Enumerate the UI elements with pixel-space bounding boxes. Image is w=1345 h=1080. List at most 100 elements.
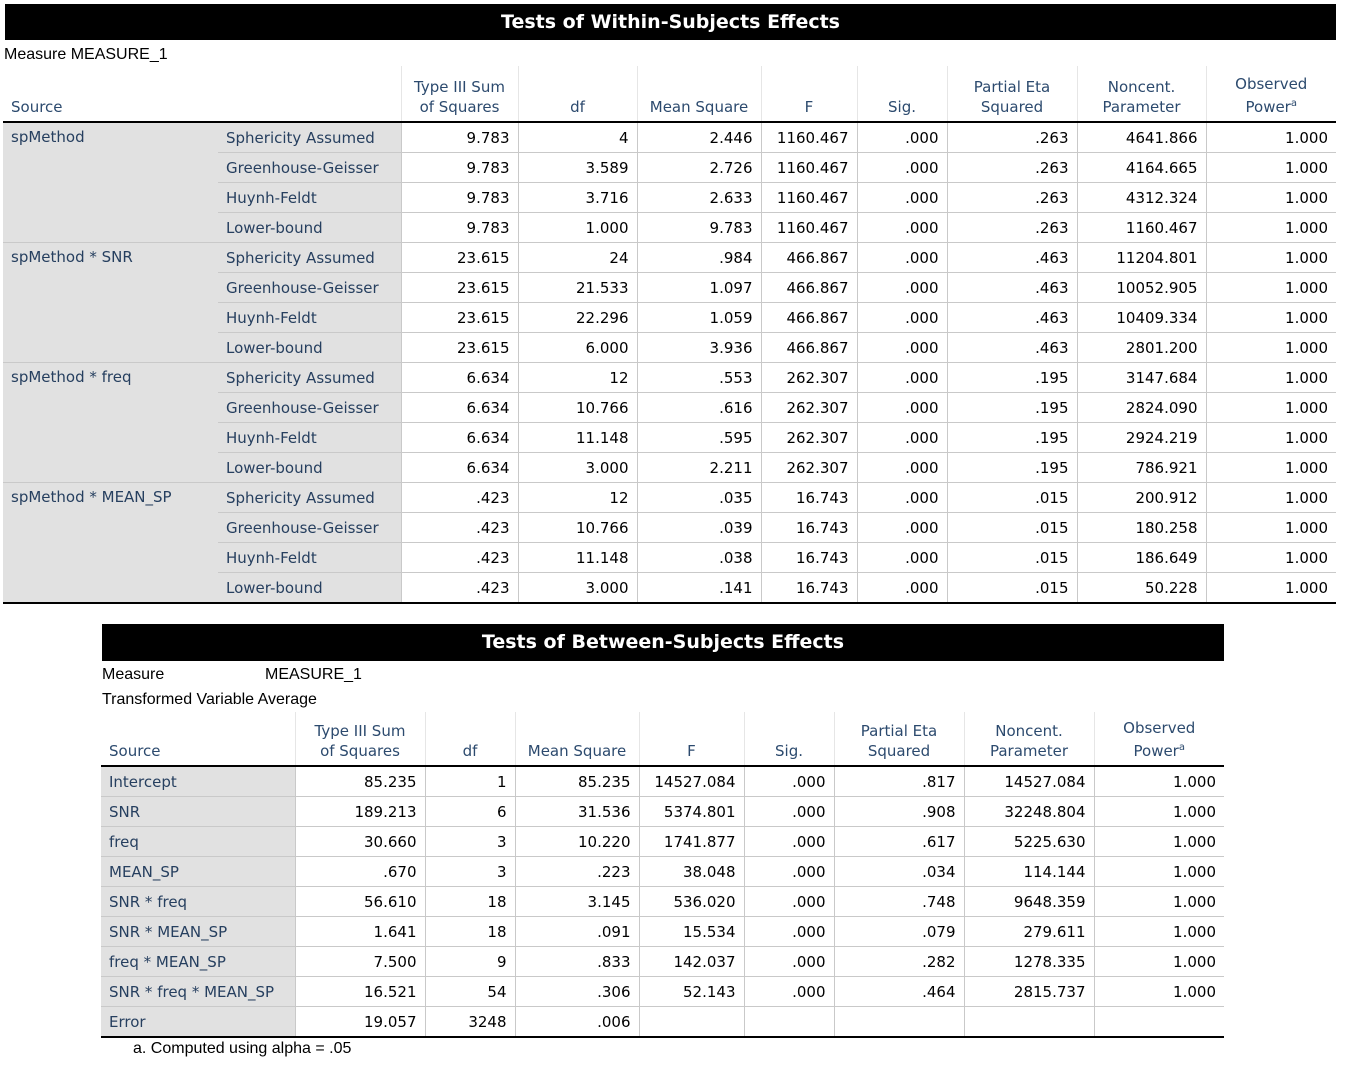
header-f: F xyxy=(638,712,744,767)
power-cell xyxy=(1093,1006,1224,1038)
f-cell: 38.048 xyxy=(638,856,744,887)
eta-cell: .464 xyxy=(833,976,964,1007)
table-row: MEAN_SP .670 3.223 38.048.000.034 114.144 1.0… xyxy=(101,856,1224,887)
ss-cell: .423 xyxy=(400,572,518,604)
correction-cell: Huynh-Feldt xyxy=(218,422,401,453)
source-cell: Error xyxy=(101,1006,295,1038)
sig-cell: .000 xyxy=(856,452,947,483)
df-cell: 1 xyxy=(424,766,515,797)
ms-cell: .306 xyxy=(514,976,639,1007)
power-cell: 1.000 xyxy=(1093,916,1224,947)
ss-cell: .423 xyxy=(400,482,518,513)
between-table-body: Intercept 85.235 1 85.235 14527.084.000.817 1… xyxy=(101,766,1224,1038)
f-cell: 5374.801 xyxy=(638,796,744,827)
f-cell: 1160.467 xyxy=(760,182,857,213)
nc-cell: 10409.334 xyxy=(1076,302,1206,333)
nc-cell: 2824.090 xyxy=(1076,392,1206,423)
nc-cell: 50.228 xyxy=(1076,572,1206,604)
sig-cell: .000 xyxy=(856,242,947,273)
header-type-iii-ss: Type III Sum of Squares xyxy=(400,66,518,123)
ms-cell: 10.220 xyxy=(514,826,639,857)
eta-cell: .263 xyxy=(946,122,1077,153)
nc-cell: 11204.801 xyxy=(1076,242,1206,273)
eta-cell: .748 xyxy=(833,886,964,917)
df-cell: 6.000 xyxy=(517,332,637,363)
power-cell: 1.000 xyxy=(1205,302,1336,333)
eta-cell: .908 xyxy=(833,796,964,827)
transformed-variable-label: Transformed Variable Average xyxy=(102,691,317,708)
source-cell: freq * MEAN_SP xyxy=(101,946,295,977)
nc-cell: 786.921 xyxy=(1076,452,1206,483)
correction-cell: Huynh-Feldt xyxy=(218,542,401,573)
df-cell: 1.000 xyxy=(517,212,637,243)
header-sig: Sig. xyxy=(856,66,947,123)
table-row: SNR * freq * MEAN_SP 16.521 54.306 52.143.0… xyxy=(101,976,1224,1007)
ms-cell: 31.536 xyxy=(514,796,639,827)
header-sig: Sig. xyxy=(743,712,834,767)
eta-cell: .463 xyxy=(946,242,1077,273)
table-row: spMethod * SNR Sphericity Assumed 23.615 24… xyxy=(3,242,1336,363)
table-row: freq * MEAN_SP 7.500 9.833 142.037.000.282 1… xyxy=(101,946,1224,977)
sig-cell: .000 xyxy=(856,332,947,363)
df-cell: 24 xyxy=(517,242,637,273)
eta-cell: .034 xyxy=(833,856,964,887)
sig-cell: .000 xyxy=(856,212,947,243)
df-cell: 3 xyxy=(424,856,515,887)
nc-cell: 1278.335 xyxy=(963,946,1094,977)
f-cell: 16.743 xyxy=(760,482,857,513)
nc-cell: 4164.665 xyxy=(1076,152,1206,183)
table-row: Intercept 85.235 1 85.235 14527.084.000.817 1… xyxy=(101,766,1224,797)
nc-cell: 32248.804 xyxy=(963,796,1094,827)
table-row: freq 30.660 3 10.220 1741.877.000.617 5225.63… xyxy=(101,826,1224,857)
df-cell: 9 xyxy=(424,946,515,977)
ms-cell: 2.726 xyxy=(636,152,761,183)
ss-cell: .423 xyxy=(400,542,518,573)
df-cell: 10.766 xyxy=(517,512,637,543)
power-cell: 1.000 xyxy=(1093,826,1224,857)
header-partial-eta: Partial Eta Squared xyxy=(833,712,964,767)
f-cell: 14527.084 xyxy=(638,766,744,797)
nc-cell: 186.649 xyxy=(1076,542,1206,573)
f-cell: 536.020 xyxy=(638,886,744,917)
eta-cell: .263 xyxy=(946,152,1077,183)
table-row: Greenhouse-Geisser 6.634 10.766.616 262.307… xyxy=(3,392,1336,423)
table-row: SNR * MEAN_SP 1.641 18.091 15.534.000.079 27… xyxy=(101,916,1224,947)
table-row: Huynh-Feldt .423 11.148.038 16.743.000.015 1… xyxy=(3,542,1336,573)
power-cell: 1.000 xyxy=(1205,422,1336,453)
ms-cell: .038 xyxy=(636,542,761,573)
eta-cell: .463 xyxy=(946,302,1077,333)
ms-cell: .035 xyxy=(636,482,761,513)
df-cell: 3.716 xyxy=(517,182,637,213)
table-row: Huynh-Feldt 6.634 11.148.595 262.307.000.19… xyxy=(3,422,1336,453)
nc-cell: 200.912 xyxy=(1076,482,1206,513)
table-row: spMethod * freq Sphericity Assumed 6.634 12… xyxy=(3,362,1336,483)
ss-cell: 6.634 xyxy=(400,392,518,423)
sig-cell: .000 xyxy=(743,946,834,977)
ss-cell: 23.615 xyxy=(400,302,518,333)
header-noncent: Noncent. Parameter xyxy=(963,712,1094,767)
source-cell: SNR * freq xyxy=(101,886,295,917)
eta-cell: .463 xyxy=(946,332,1077,363)
power-cell: 1.000 xyxy=(1205,392,1336,423)
header-observed-power: Observed Powera xyxy=(1093,712,1224,767)
f-cell: 466.867 xyxy=(760,242,857,273)
nc-cell: 9648.359 xyxy=(963,886,1094,917)
f-cell: 466.867 xyxy=(760,302,857,333)
eta-cell: .817 xyxy=(833,766,964,797)
eta-cell: .015 xyxy=(946,512,1077,543)
ss-cell: 85.235 xyxy=(294,766,425,797)
df-cell: 11.148 xyxy=(517,422,637,453)
table-row: Lower-bound 6.634 3.000 2.211 262.307.000.19… xyxy=(3,452,1336,483)
df-cell: 11.148 xyxy=(517,542,637,573)
eta-cell: .463 xyxy=(946,272,1077,303)
ss-cell: 23.615 xyxy=(400,242,518,273)
ss-cell: 16.521 xyxy=(294,976,425,1007)
sig-cell: .000 xyxy=(743,856,834,887)
ss-cell: 9.783 xyxy=(400,182,518,213)
sig-cell: .000 xyxy=(856,272,947,303)
power-cell: 1.000 xyxy=(1205,332,1336,363)
ss-cell: 1.641 xyxy=(294,916,425,947)
f-cell: 262.307 xyxy=(760,422,857,453)
f-cell: 16.743 xyxy=(760,572,857,604)
df-cell: 3.000 xyxy=(517,572,637,604)
